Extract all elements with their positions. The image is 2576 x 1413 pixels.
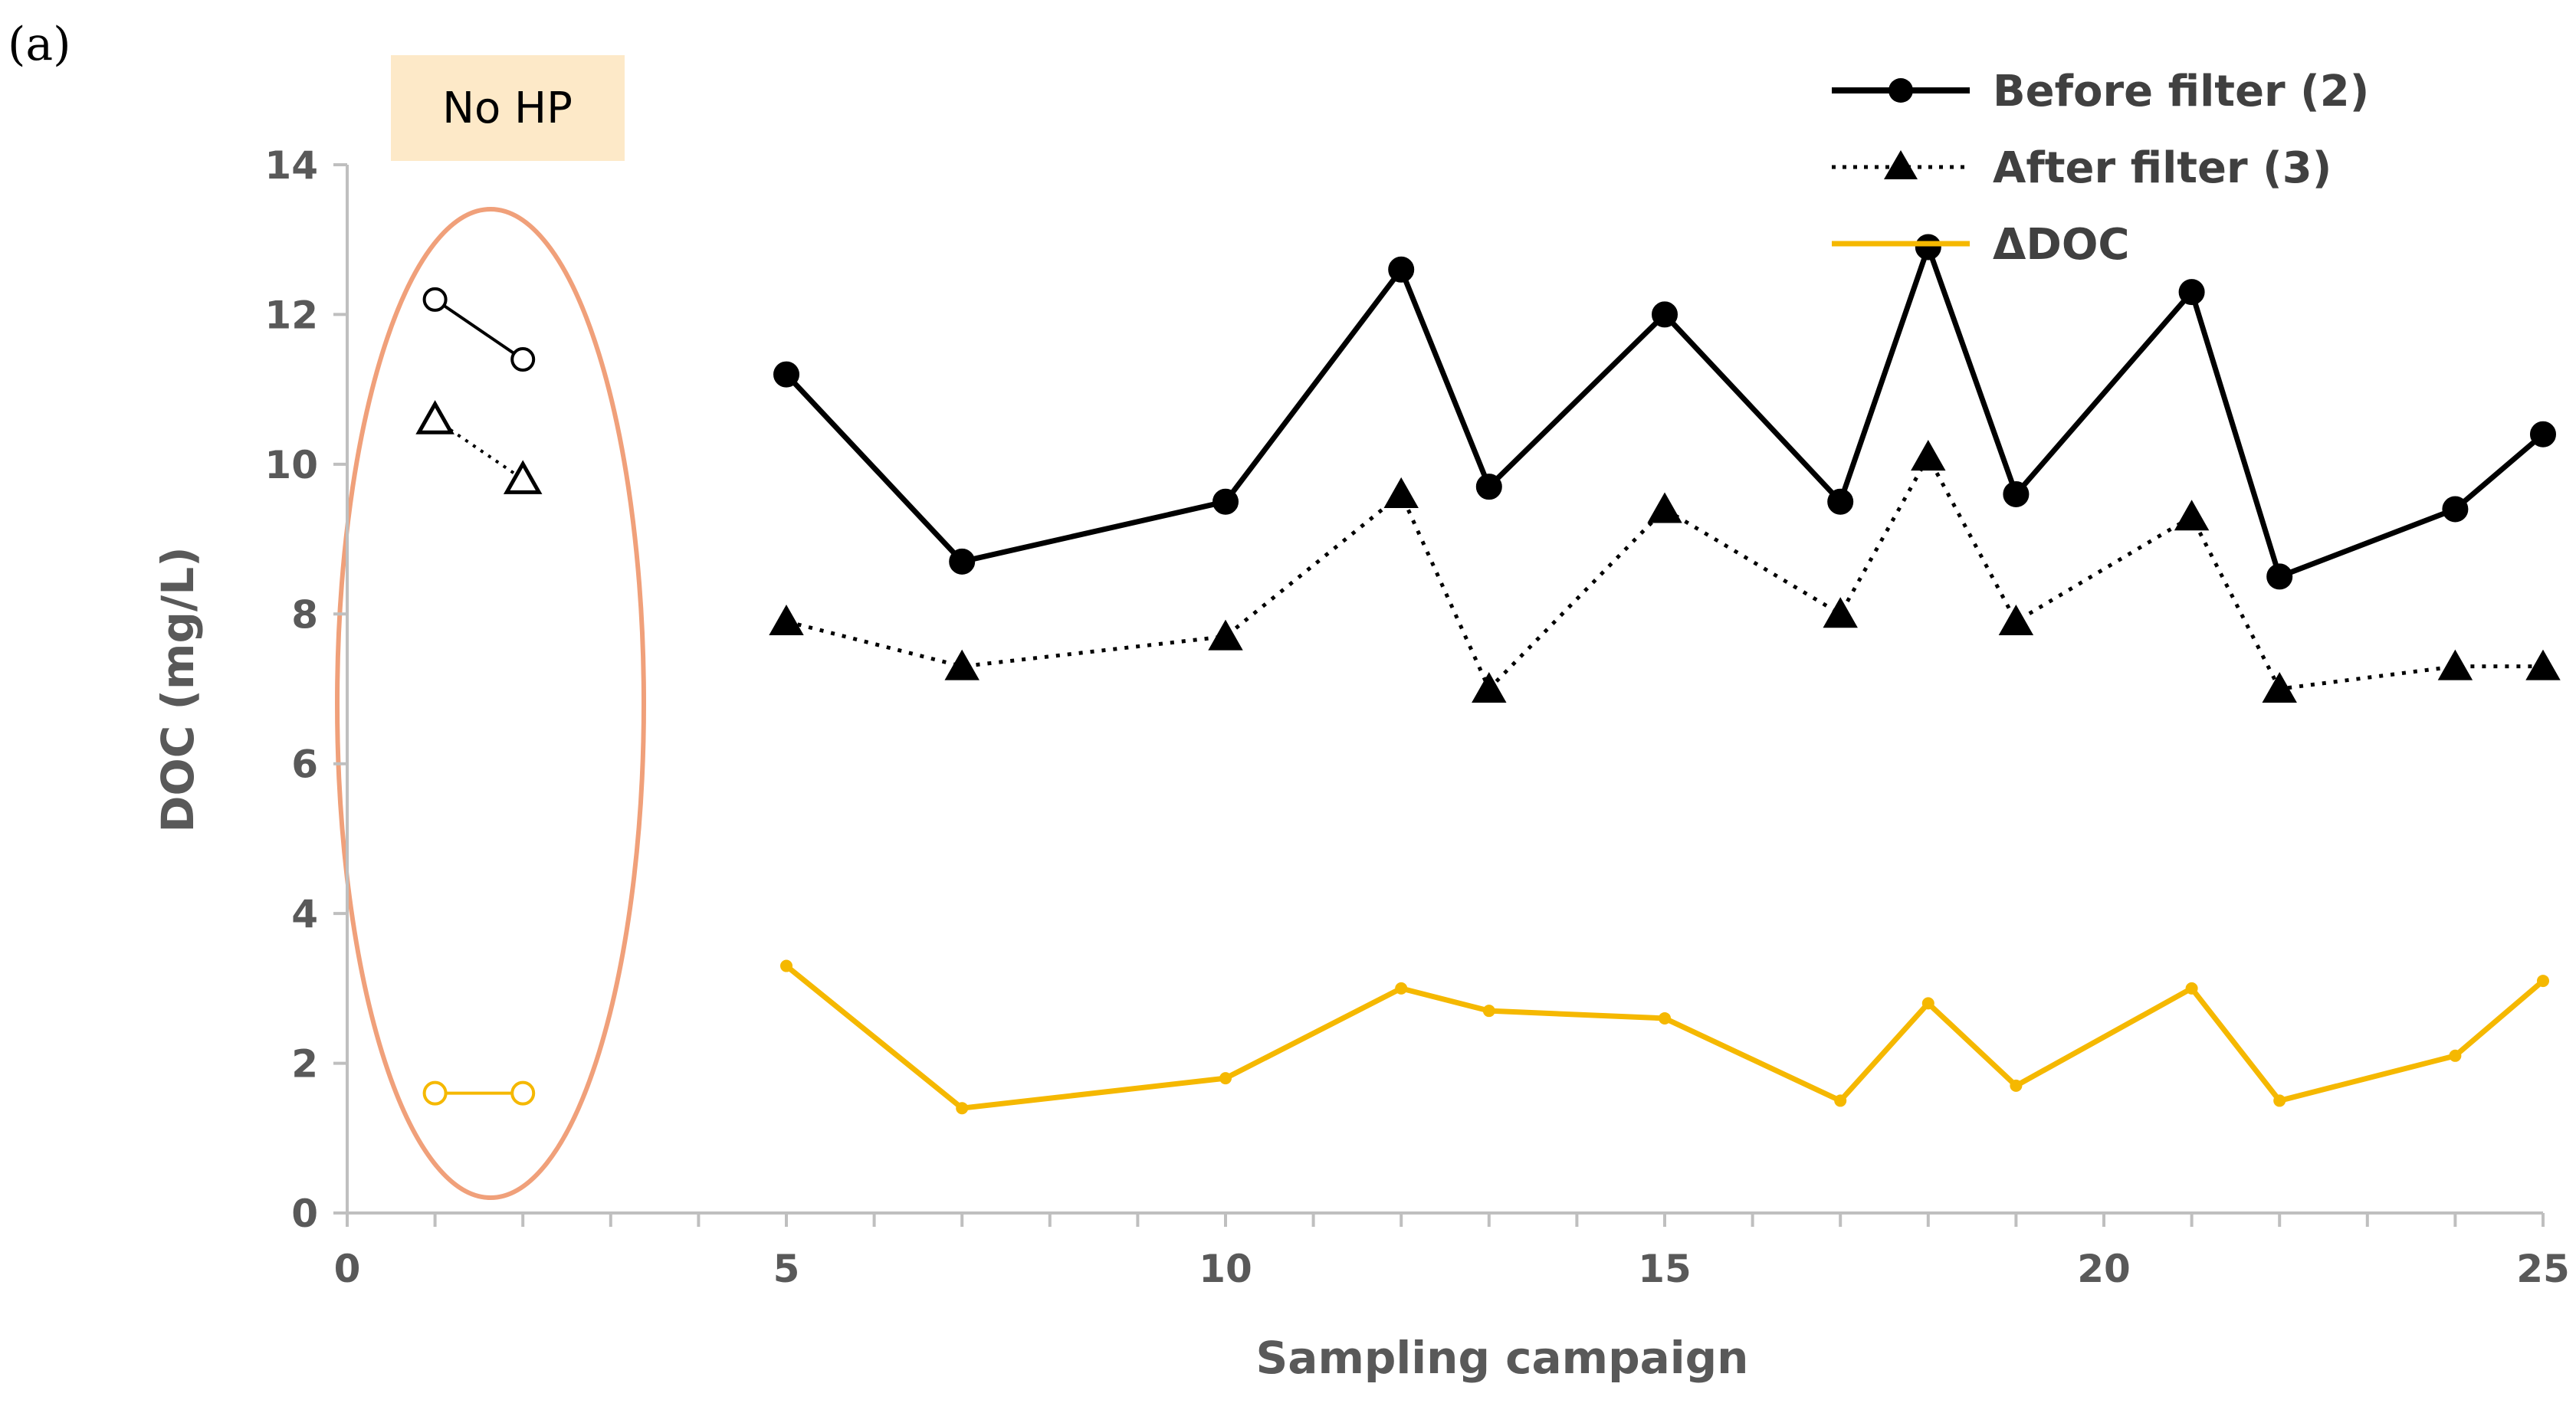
y-axis-title: DOC (mg/L) xyxy=(152,546,204,832)
data-point-before-filter xyxy=(2003,480,2030,507)
legend-item-delta-doc: ΔDOC xyxy=(1832,220,2130,270)
data-point-after-filter xyxy=(1998,605,2034,636)
data-point-after-filter xyxy=(769,605,804,636)
legend-item-before-filter: Before filter (2) xyxy=(1832,67,2369,116)
y-tick-label: 12 xyxy=(264,293,318,337)
data-point-before-filter xyxy=(2266,563,2293,590)
no-hp-ellipse xyxy=(335,207,646,1200)
y-tick-label: 10 xyxy=(264,443,318,487)
series-before-filter-line xyxy=(784,244,2545,579)
no-hp-box xyxy=(391,55,625,161)
data-point-after-filter xyxy=(1911,440,1946,471)
no-hp-label: No HP xyxy=(442,84,573,133)
data-point-delta-doc xyxy=(1395,982,1408,995)
data-point-delta-doc xyxy=(2010,1079,2023,1092)
y-tick-label: 6 xyxy=(291,743,318,787)
data-point-delta-doc xyxy=(956,1102,969,1115)
data-point-delta-doc-no-hp xyxy=(422,1080,448,1106)
data-point-before-filter xyxy=(1827,488,1854,515)
data-point-after-filter xyxy=(2174,500,2210,531)
legend-item-after-filter: After filter (3) xyxy=(1832,143,2332,193)
data-point-delta-doc xyxy=(1659,1011,1671,1025)
y-ticks: 0 2 4 6 8 10 12 14 xyxy=(264,143,347,1236)
y-tick-label: 0 xyxy=(291,1192,318,1236)
data-point-before-filter xyxy=(1915,234,1941,261)
x-tick-label: 5 xyxy=(773,1247,800,1291)
legend-label-before-filter: Before filter (2) xyxy=(1993,67,2369,116)
series-before-filter-no-hp-line xyxy=(434,298,524,361)
data-point-after-filter xyxy=(2437,649,2473,680)
data-point-after-filter xyxy=(2525,649,2561,680)
series-delta-doc-line xyxy=(784,963,2545,1111)
data-point-delta-doc-no-hp xyxy=(510,1080,536,1106)
legend-marker-before-filter xyxy=(1889,78,1913,103)
legend: Before filter (2) After filter (3) ΔDOC xyxy=(1832,67,2369,270)
legend-label-after-filter: After filter (3) xyxy=(1993,143,2332,193)
data-point-before-filter-no-hp xyxy=(422,287,448,312)
series-delta-doc xyxy=(422,959,2549,1115)
legend-marker-after-filter xyxy=(1884,150,1918,179)
data-point-before-filter-no-hp xyxy=(510,347,536,372)
x-tick-label: 20 xyxy=(2077,1247,2131,1291)
series-before-filter xyxy=(422,234,2556,590)
x-axis-title: Sampling campaign xyxy=(1256,1332,1749,1384)
data-point-delta-doc xyxy=(1219,1072,1232,1085)
series-layer xyxy=(415,234,2561,1115)
data-point-before-filter xyxy=(1213,488,1239,515)
panel-label: (a) xyxy=(8,18,71,71)
x-tick-label: 0 xyxy=(334,1247,361,1291)
data-point-before-filter xyxy=(1388,256,1415,283)
legend-label-delta-doc: ΔDOC xyxy=(1993,220,2130,270)
data-point-after-filter xyxy=(1383,477,1419,508)
data-point-after-filter xyxy=(1208,619,1243,651)
data-point-delta-doc xyxy=(780,959,792,972)
axes: 0 2 4 6 8 10 12 14 0 5 10 15 20 25 xyxy=(264,143,2569,1291)
y-tick-label: 14 xyxy=(264,143,318,188)
data-point-delta-doc xyxy=(2449,1049,2462,1062)
data-point-after-filter xyxy=(1472,671,1507,703)
data-point-after-filter xyxy=(1647,492,1682,523)
data-point-after-filter-no-hp xyxy=(415,400,454,434)
x-tick-label: 15 xyxy=(1638,1247,1692,1291)
no-hp-annotation: No HP xyxy=(391,55,625,161)
data-point-after-filter-no-hp xyxy=(503,460,543,494)
data-point-after-filter xyxy=(1823,597,1858,628)
y-tick-label: 2 xyxy=(291,1042,318,1087)
data-point-delta-doc xyxy=(1921,997,1934,1010)
data-point-after-filter xyxy=(944,649,980,680)
data-point-before-filter xyxy=(773,361,799,388)
data-point-after-filter xyxy=(2262,671,2297,703)
data-point-delta-doc xyxy=(1482,1005,1495,1018)
x-tick-label: 25 xyxy=(2516,1247,2570,1291)
data-point-before-filter xyxy=(949,548,976,575)
y-tick-label: 8 xyxy=(291,592,318,637)
data-point-before-filter xyxy=(2530,421,2556,448)
data-point-before-filter xyxy=(2178,279,2205,306)
data-point-delta-doc xyxy=(2537,975,2549,988)
series-after-filter xyxy=(415,400,2561,703)
x-tick-label: 10 xyxy=(1199,1247,1252,1291)
data-point-before-filter xyxy=(1475,474,1502,500)
data-point-delta-doc xyxy=(2185,982,2198,995)
x-ticks: 0 5 10 15 20 25 xyxy=(334,1213,2570,1291)
data-point-delta-doc xyxy=(2273,1094,2286,1107)
data-point-delta-doc xyxy=(1834,1094,1847,1107)
y-tick-label: 4 xyxy=(291,892,318,936)
data-point-before-filter xyxy=(1652,301,1678,328)
data-point-before-filter xyxy=(2442,496,2469,523)
